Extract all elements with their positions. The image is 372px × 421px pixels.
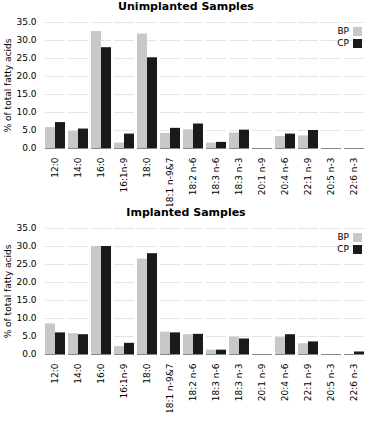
html-text:Unimplanted Samples: Unimplanted Samples (118, 0, 254, 13)
svg-text:18:3 n-3: 18:3 n-3 (234, 364, 244, 402)
svg-text:10.0: 10.0 (16, 313, 36, 323)
svg-text:20:1 n-9: 20:1 n-9 (257, 363, 267, 401)
svg-text:14:0: 14:0 (73, 157, 83, 177)
svg-text:12:0: 12:0 (50, 157, 60, 177)
svg-text:30.0: 30.0 (16, 35, 36, 45)
svg-text:0.0: 0.0 (22, 143, 37, 153)
svg-text:20:4 n-6: 20:4 n-6 (280, 157, 290, 195)
svg-text:25.0: 25.0 (16, 53, 36, 63)
svg-text:12:0: 12:0 (50, 363, 60, 383)
svg-text:22:1 n-9: 22:1 n-9 (303, 363, 313, 401)
svg-text:15.0: 15.0 (16, 89, 36, 99)
svg-text:18:0: 18:0 (142, 363, 152, 383)
svg-text:18:2 n-6: 18:2 n-6 (188, 157, 198, 195)
svg-text:16:1n-9: 16:1n-9 (119, 157, 129, 192)
svg-text:20.0: 20.0 (16, 71, 36, 81)
svg-text:20:5 n-3: 20:5 n-3 (326, 364, 336, 402)
svg-text:18:3 n-6: 18:3 n-6 (211, 363, 221, 401)
svg-text:10.0: 10.0 (16, 107, 36, 117)
svg-text:15.0: 15.0 (16, 295, 36, 305)
html-text:CP: CP (337, 244, 349, 254)
svg-text:25.0: 25.0 (16, 259, 36, 269)
svg-text:22:1 n-9: 22:1 n-9 (303, 157, 313, 195)
svg-text:35.0: 35.0 (16, 17, 36, 27)
svg-text:18:3 n-6: 18:3 n-6 (211, 157, 221, 195)
svg-text:18:2 n-6: 18:2 n-6 (188, 363, 198, 401)
svg-text:18:1 n-9&7: 18:1 n-9&7 (165, 364, 175, 413)
svg-text:5.0: 5.0 (22, 331, 37, 341)
svg-text:20:4 n-6: 20:4 n-6 (280, 363, 290, 401)
svg-text:% of total fatty acids: % of total fatty acids (3, 244, 13, 338)
svg-text:18:0: 18:0 (142, 157, 152, 177)
svg-text:5.0: 5.0 (22, 125, 37, 135)
svg-text:35.0: 35.0 (16, 223, 36, 233)
svg-text:22:6 n-3: 22:6 n-3 (349, 364, 359, 402)
html-text:BP: BP (337, 232, 349, 242)
svg-text:% of total fatty acids: % of total fatty acids (3, 38, 13, 132)
html-text:Implanted Samples: Implanted Samples (126, 206, 246, 219)
svg-text:18:1 n-9&7: 18:1 n-9&7 (165, 158, 175, 207)
svg-text:22:6 n-3: 22:6 n-3 (349, 158, 359, 196)
svg-text:20:1 n-9: 20:1 n-9 (257, 157, 267, 195)
html-text:BP: BP (337, 26, 349, 36)
svg-text:20:5 n-3: 20:5 n-3 (326, 158, 336, 196)
svg-text:16:0: 16:0 (96, 363, 106, 383)
html-text:CP: CP (337, 38, 349, 48)
svg-text:14:0: 14:0 (73, 363, 83, 383)
svg-text:0.0: 0.0 (22, 349, 37, 359)
svg-text:30.0: 30.0 (16, 241, 36, 251)
svg-text:18:3 n-3: 18:3 n-3 (234, 158, 244, 196)
svg-text:16:1n-9: 16:1n-9 (119, 363, 129, 398)
svg-text:20.0: 20.0 (16, 277, 36, 287)
svg-text:16:0: 16:0 (96, 157, 106, 177)
